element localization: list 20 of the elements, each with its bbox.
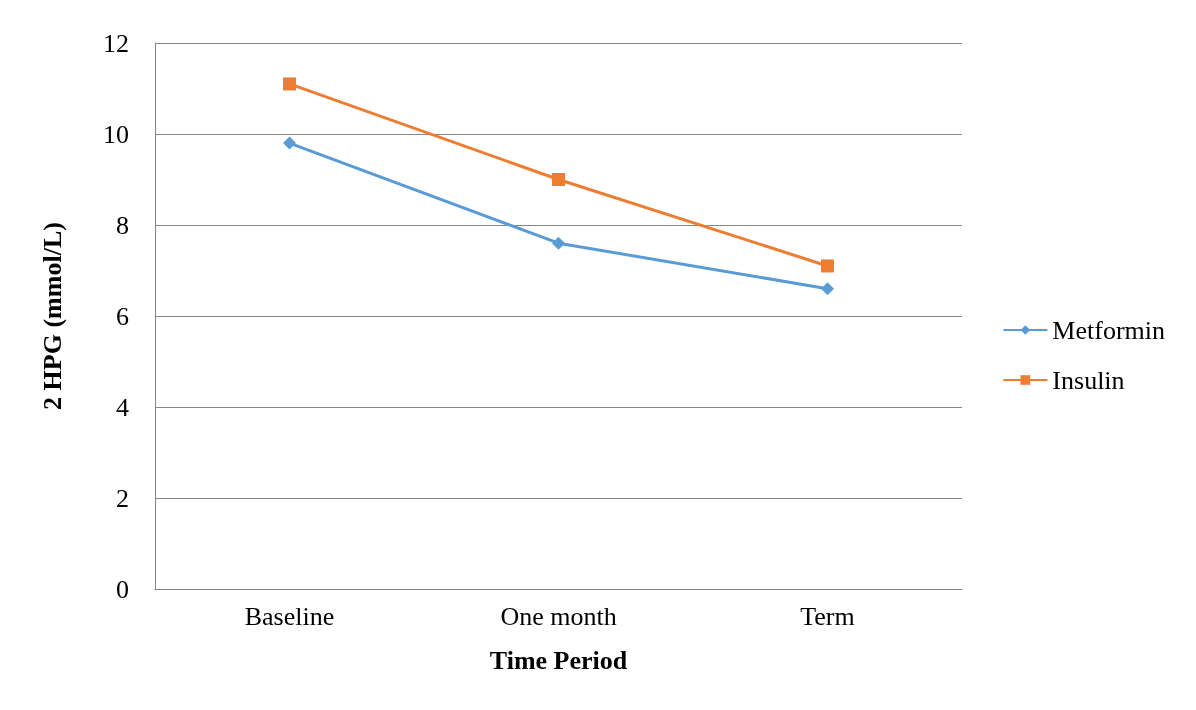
point: [283, 77, 296, 91]
x-tick-label: One month: [500, 601, 617, 631]
legend-label: Insulin: [1052, 365, 1125, 395]
point: [821, 282, 834, 296]
y-tick-label: 12: [103, 28, 129, 58]
point: [283, 136, 296, 150]
y-tick-label: 10: [103, 119, 129, 149]
x-axis-title: Time Period: [489, 645, 628, 675]
y-axis-title: 2 HPG (mmol/L): [37, 222, 67, 410]
point: [821, 259, 834, 273]
x-tick-label: Baseline: [244, 601, 335, 631]
x-tick-label: Term: [800, 601, 855, 631]
y-tick-label: 6: [116, 301, 129, 331]
y-tick-label: 8: [116, 210, 129, 240]
y-tick-label: 2: [116, 483, 129, 513]
legend-label: Metformin: [1052, 315, 1166, 345]
point: [552, 173, 565, 186]
y-tick-label: 4: [116, 392, 129, 422]
y-tick-label: 0: [116, 574, 129, 604]
point: [552, 236, 565, 250]
